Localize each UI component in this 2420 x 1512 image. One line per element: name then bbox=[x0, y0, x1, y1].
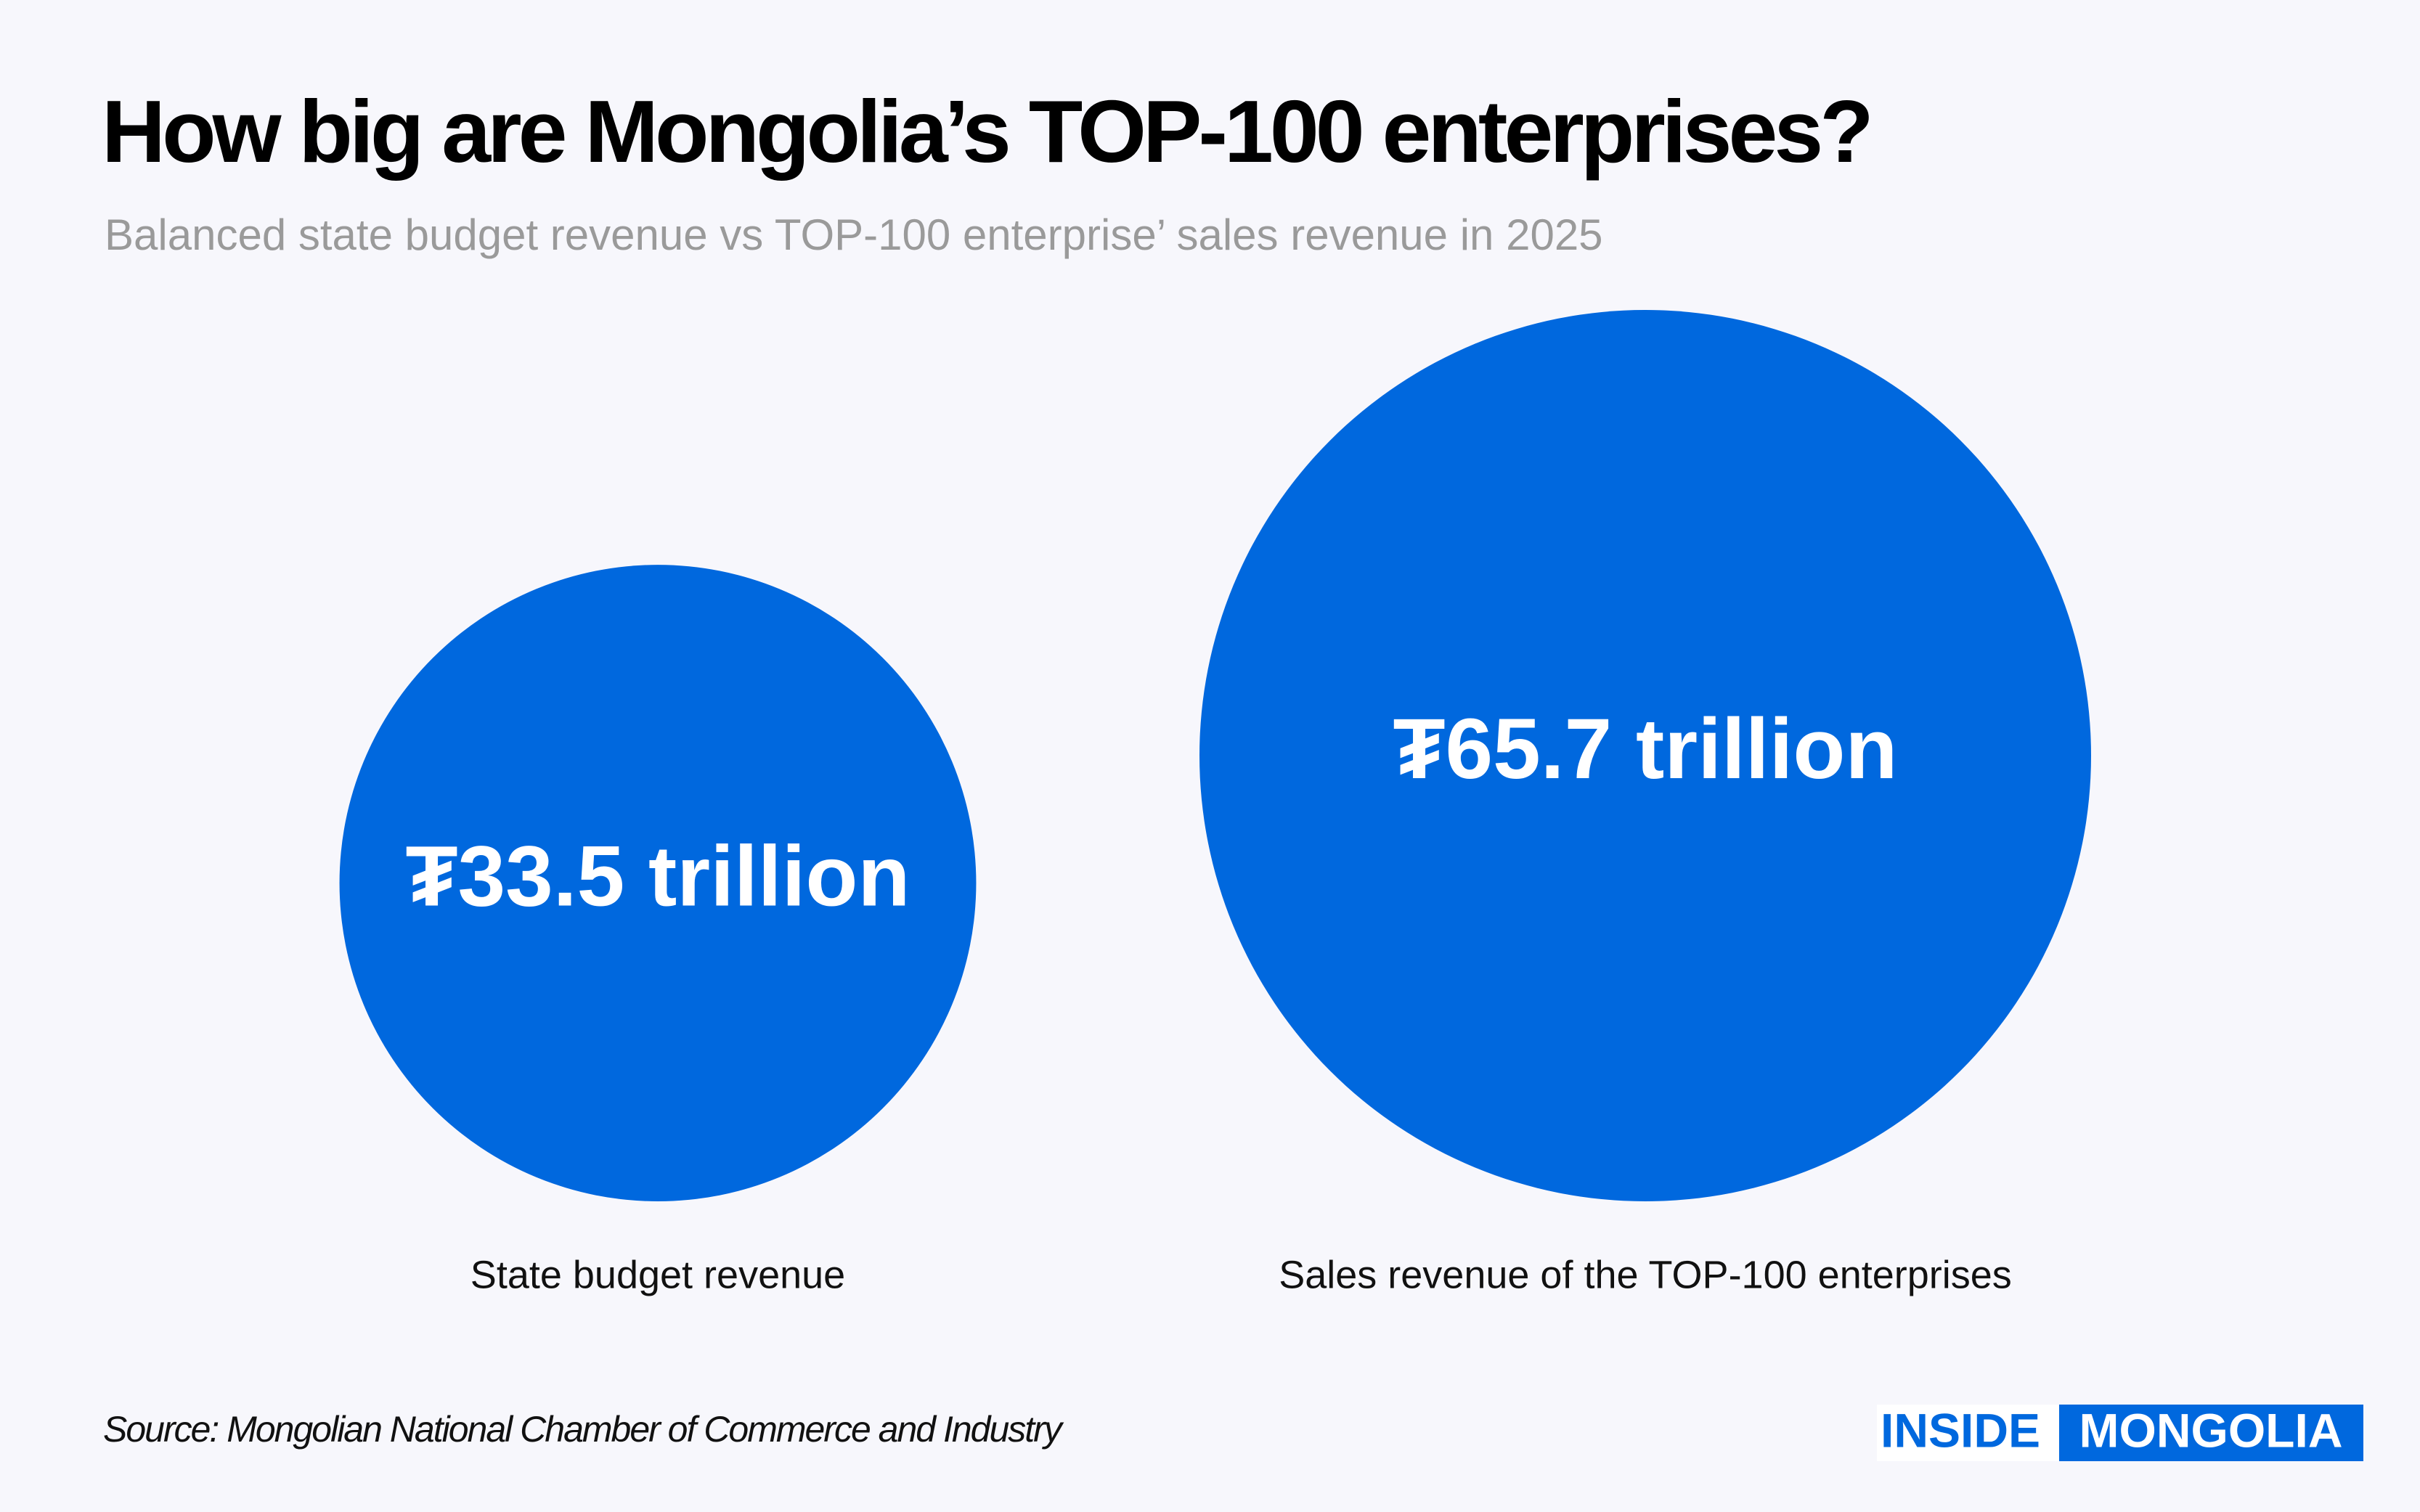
category-label: Sales revenue of the TOP-100 enterprises bbox=[1279, 1253, 2012, 1296]
logo-highlight bbox=[2059, 1405, 2363, 1461]
logo: INSIDE MONGOLIA bbox=[1877, 1403, 2363, 1461]
bubble bbox=[339, 565, 977, 1201]
logo-right: MONGOLIA bbox=[2079, 1403, 2343, 1457]
value-label: ₮65.7 trillion bbox=[1393, 701, 1897, 797]
chart-title: How big are Mongolia’s TOP-100 enterpris… bbox=[102, 82, 1870, 181]
chart-subtitle: Balanced state budget revenue vs TOP-100… bbox=[105, 211, 1603, 259]
logo-left: INSIDE bbox=[1881, 1403, 2040, 1457]
category-label: State budget revenue bbox=[470, 1253, 845, 1296]
source: Source: Mongolian National Chamber of Co… bbox=[103, 1409, 1064, 1450]
bubble bbox=[1199, 310, 2091, 1201]
value-label: ₮33.5 trillion bbox=[405, 829, 910, 925]
